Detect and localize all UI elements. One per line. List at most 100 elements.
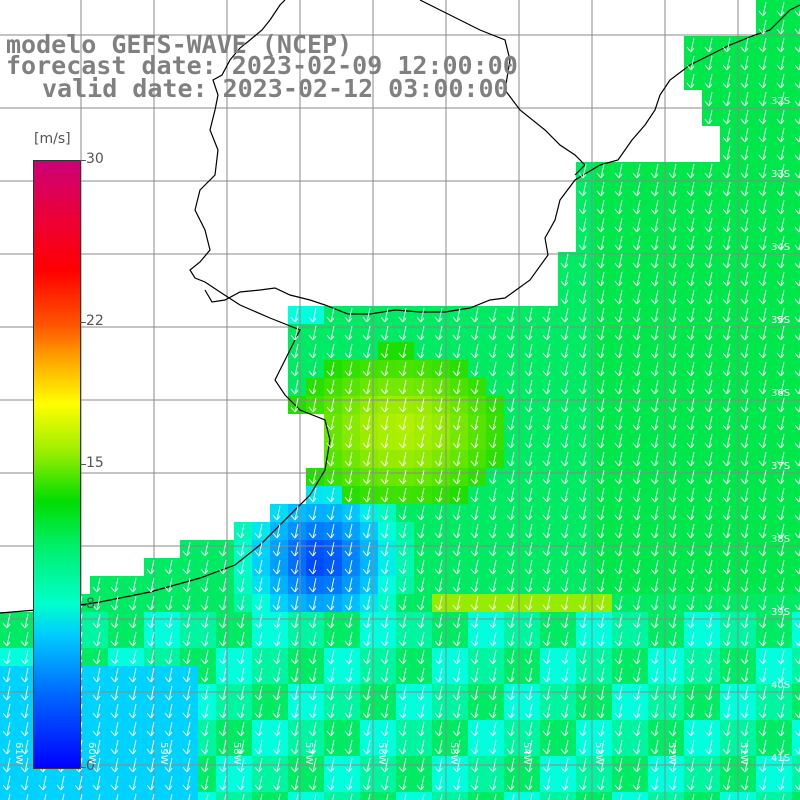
wind-speed-cell — [396, 396, 414, 414]
wind-arrow — [578, 487, 587, 503]
wind-speed-cell — [414, 432, 432, 450]
wind-arrow — [362, 451, 371, 467]
wind-speed-cell — [684, 666, 702, 684]
wind-arrow — [272, 631, 281, 647]
wind-arrow — [110, 739, 119, 755]
wind-speed-cell — [540, 666, 558, 684]
wind-arrow — [614, 721, 623, 737]
wind-speed-cell — [612, 378, 630, 396]
wind-arrow — [740, 109, 749, 125]
wind-speed-cell — [630, 288, 648, 306]
wind-speed-cell — [396, 468, 414, 486]
wind-arrow — [110, 685, 119, 701]
wind-arrow — [740, 649, 749, 665]
wind-speed-cell — [648, 612, 666, 630]
wind-speed-cell — [378, 468, 396, 486]
wind-arrow — [692, 793, 695, 800]
wind-speed-cell — [630, 612, 648, 630]
wind-speed-cell — [0, 630, 18, 648]
wind-speed-cell — [342, 738, 360, 756]
wind-arrow — [380, 685, 389, 701]
wind-speed-cell — [432, 450, 450, 468]
model-title: modelo GEFS-WAVE (NCEP) — [6, 30, 353, 59]
wind-arrow — [578, 469, 587, 485]
wind-arrow — [704, 55, 713, 71]
wind-speed-cell — [198, 630, 216, 648]
wind-arrow — [2, 631, 11, 647]
wind-speed-cell — [792, 306, 800, 324]
wind-arrow — [164, 667, 173, 683]
wind-arrow — [686, 199, 695, 215]
wind-speed-cell — [216, 612, 234, 630]
wind-arrow — [290, 397, 299, 413]
wind-arrow — [776, 685, 785, 701]
wind-arrow — [452, 613, 461, 629]
wind-arrow — [560, 361, 569, 377]
wind-speed-cell — [252, 738, 270, 756]
wind-speed-cell — [450, 684, 468, 702]
wind-arrow — [668, 631, 677, 647]
wind-arrow — [380, 325, 389, 341]
wind-arrow — [758, 721, 767, 737]
wind-speed-cell — [666, 180, 684, 198]
wind-speed-cell — [612, 720, 630, 738]
wind-speed-cell — [594, 450, 612, 468]
wind-speed-cell — [144, 558, 162, 576]
wind-arrow — [758, 667, 767, 683]
wind-arrow — [128, 685, 137, 701]
wind-speed-cell — [378, 666, 396, 684]
wind-arrow — [704, 703, 713, 719]
wind-speed-cell — [666, 486, 684, 504]
wind-arrow — [434, 685, 443, 701]
wind-arrow — [254, 613, 263, 629]
wind-speed-cell — [756, 72, 774, 90]
wind-speed-cell — [252, 612, 270, 630]
wind-speed-cell — [774, 216, 792, 234]
wind-arrow — [110, 757, 119, 773]
wind-speed-cell — [684, 576, 702, 594]
wind-arrow — [398, 721, 407, 737]
wind-speed-cell — [774, 774, 792, 792]
wind-speed-cell — [648, 576, 666, 594]
wind-speed-cell — [198, 738, 216, 756]
wind-arrow — [650, 451, 659, 467]
wind-speed-cell — [576, 198, 594, 216]
wind-arrow — [704, 217, 713, 233]
wind-speed-cell — [360, 648, 378, 666]
wind-speed-cell — [558, 504, 576, 522]
wind-speed-cell — [360, 702, 378, 720]
wind-speed-cell — [738, 522, 756, 540]
wind-speed-cell — [702, 342, 720, 360]
wind-speed-cell — [522, 522, 540, 540]
wind-arrow — [686, 505, 695, 521]
wind-arrow — [740, 541, 749, 557]
wind-speed-cell — [666, 630, 684, 648]
wind-arrow — [20, 775, 29, 791]
latitude-label: 41S — [771, 753, 791, 764]
wind-speed-cell — [216, 720, 234, 738]
wind-arrow — [26, 793, 29, 800]
wind-speed-cell — [162, 720, 180, 738]
wind-arrow — [326, 685, 335, 701]
wind-arrow — [614, 775, 623, 791]
wind-speed-cell — [468, 576, 486, 594]
wind-speed-cell — [360, 792, 378, 800]
wind-arrow — [218, 541, 227, 557]
wind-arrow — [470, 703, 479, 719]
wind-arrow — [776, 451, 785, 467]
wind-speed-cell — [432, 666, 450, 684]
wind-speed-cell — [558, 720, 576, 738]
wind-arrow — [542, 397, 551, 413]
wind-arrow — [704, 595, 713, 611]
wind-speed-cell — [252, 774, 270, 792]
wind-speed-cell — [648, 738, 666, 756]
wind-speed-cell — [648, 504, 666, 522]
wind-arrow — [668, 271, 677, 287]
wind-arrow — [434, 469, 443, 485]
wind-speed-cell — [576, 630, 594, 648]
longitude-label: 55W — [448, 742, 459, 765]
wind-arrow — [350, 793, 353, 800]
wind-arrow — [614, 469, 623, 485]
wind-speed-cell — [720, 378, 738, 396]
wind-speed-cell — [774, 72, 792, 90]
